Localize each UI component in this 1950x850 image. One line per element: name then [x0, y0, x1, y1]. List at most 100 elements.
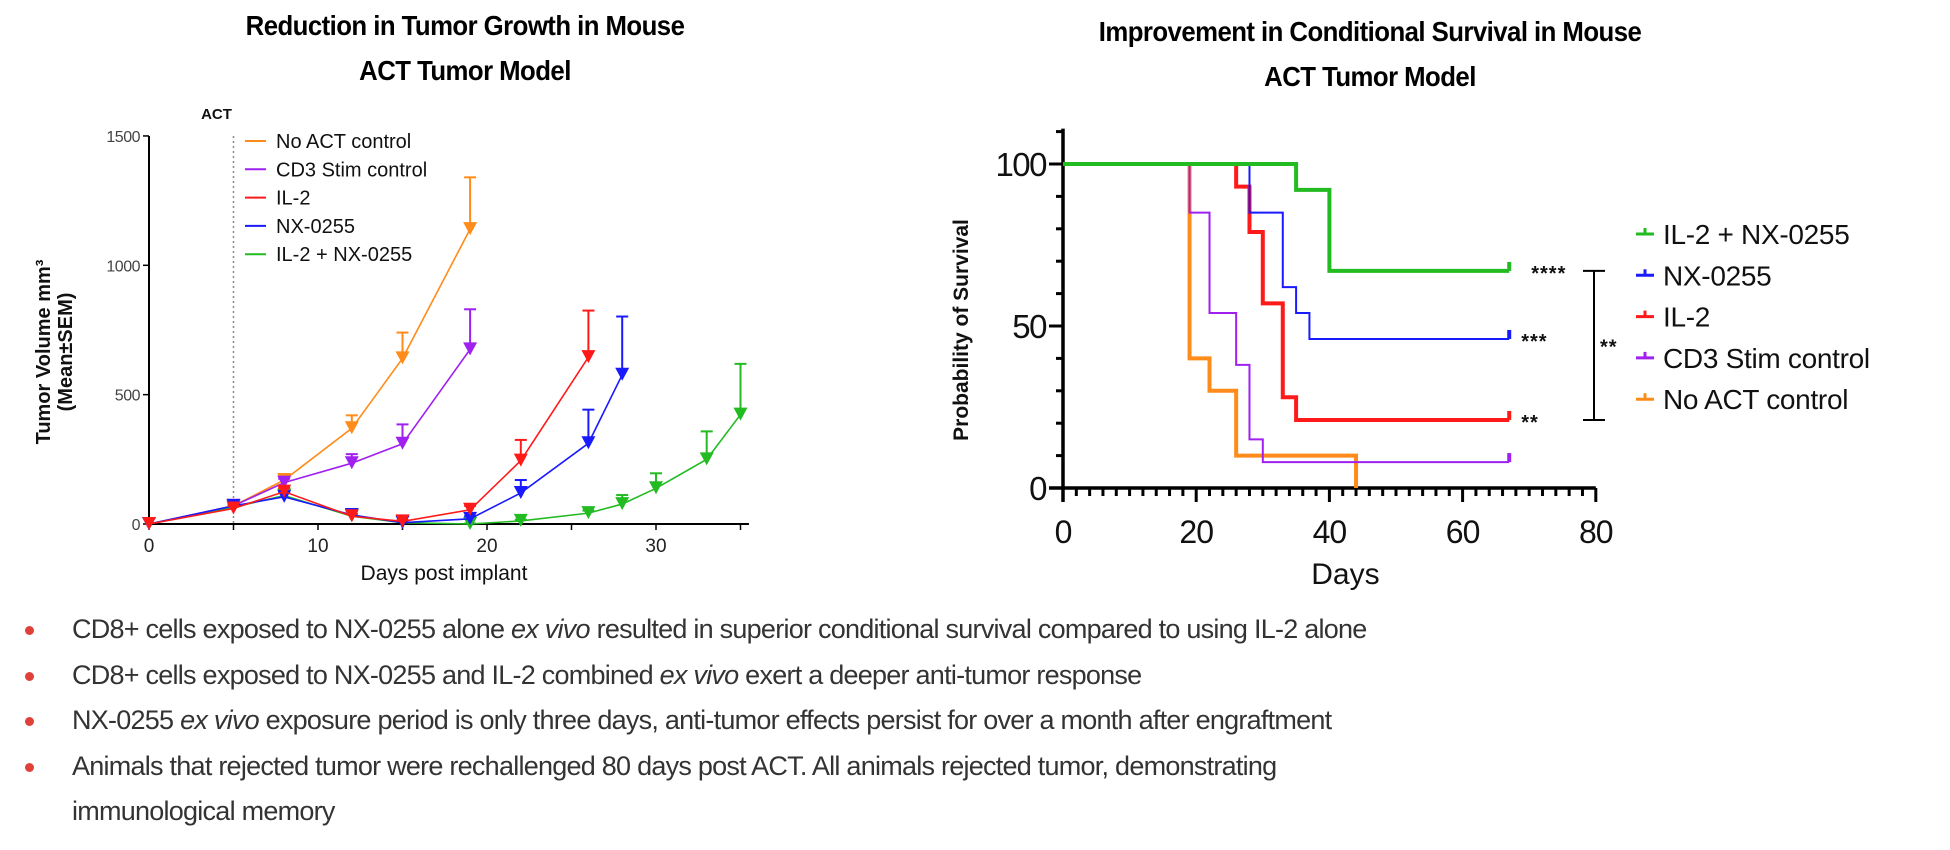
y-axis-label: Probability of Survival [950, 219, 973, 441]
data-point-marker [395, 514, 410, 528]
step-line [1063, 163, 1510, 340]
survival-curve-no-act-control [1063, 162, 1359, 488]
x-tick-label: 0 [144, 536, 155, 557]
legend-label: CD3 Stim control [276, 159, 427, 181]
significance-bracket: ** [1583, 269, 1618, 421]
data-point-marker [277, 484, 292, 498]
legend-label: IL-2 [276, 188, 310, 210]
survival-curve-il-2-nx-0255: **** [1063, 162, 1566, 285]
bullet-text: CD8+ cells exposed to NX-0255 and IL-2 c… [72, 659, 660, 690]
title-line-1: Reduction in Tumor Growth in Mouse [245, 10, 685, 41]
bullet-text: immunological memory [72, 796, 335, 826]
bullet-item: CD8+ cells exposed to NX-0255 alone ex v… [0, 607, 1950, 653]
bullet-text: exposure period is only three days, anti… [258, 705, 1333, 735]
legend-item-il-2: IL-2 [245, 188, 310, 210]
legend-label: IL-2 + NX-0255 [276, 244, 412, 266]
x-tick-label: 20 [1179, 514, 1213, 550]
bullet-text: exert a deeper anti-tumor response [738, 659, 1142, 690]
y-tick-label: 1500 [106, 129, 140, 146]
y-axis-label-group: Probability of Survival [950, 219, 973, 441]
data-point-marker [395, 436, 410, 450]
legend-label: NX-0255 [1663, 260, 1771, 291]
data-point-marker [226, 501, 241, 515]
y-axis-label-line-2: (Mean±SEM) [55, 293, 77, 412]
legend-label: No ACT control [1663, 384, 1848, 415]
x-axis-label: Days post implant [361, 562, 528, 585]
data-point-marker [344, 421, 359, 435]
data-point-marker [649, 481, 663, 495]
italic-text: ex vivo [659, 659, 740, 690]
step-line [1063, 162, 1510, 273]
data-point-marker [513, 485, 528, 499]
x-axis-label: Days [1311, 558, 1379, 591]
findings-bullet-list: CD8+ cells exposed to NX-0255 alone ex v… [0, 607, 1950, 835]
legend-label: IL-2 + NX-0255 [1663, 219, 1849, 250]
data-point-marker [142, 517, 156, 530]
bullet-dot-icon [25, 671, 34, 681]
legend-item-no-act-control: No ACT control [1636, 384, 1848, 415]
data-point-marker [463, 502, 478, 516]
data-point-marker [463, 222, 478, 236]
data-point-marker [344, 456, 359, 470]
x-tick-label: 0 [1055, 514, 1072, 550]
legend-label: No ACT control [276, 131, 411, 153]
series-line [148, 414, 742, 525]
y-axis-label: Tumor Volume mm³ (Mean±SEM) [33, 259, 77, 444]
y-tick-label: 0 [1029, 470, 1047, 507]
x-tick-label: 10 [307, 536, 328, 557]
act-annotation-label: ACT [201, 106, 232, 123]
legend-item-il-2-nx-0255: IL-2 + NX-0255 [1636, 219, 1850, 250]
tumor-growth-chart: 0 500 1000 1500 0 10 20 30 Days post implant Tumo… [33, 106, 749, 585]
legend-item-il-2-nx-0255: IL-2 + NX-0255 [245, 244, 412, 266]
survival-curve-nx-0255: *** [1063, 163, 1547, 353]
y-tick-label: 0 [132, 517, 141, 534]
x-tick-label: 60 [1446, 514, 1480, 550]
data-point-marker [733, 407, 748, 421]
data-point-marker [277, 475, 292, 489]
survival-chart: 0 50 100 0 20 40 60 80 Days Probability of Surviv… [950, 128, 1870, 591]
survival-curve-cd3-stim-control [1063, 163, 1512, 464]
data-point-marker [344, 509, 359, 523]
legend-item-nx-0255: NX-0255 [245, 216, 355, 238]
legend-item-cd3-stim-control: CD3 Stim control [245, 159, 427, 181]
data-point-marker [581, 506, 596, 520]
series-line [148, 356, 590, 525]
x-tick-label: 40 [1313, 514, 1347, 550]
survival-chart-title: Improvement in Conditional Survival in M… [993, 9, 1747, 99]
title-line-2: ACT Tumor Model [1264, 61, 1476, 92]
bullet-continuation: immunological memory [0, 789, 1950, 835]
y-tick-label: 500 [115, 388, 141, 405]
bullet-text: Animals that rejected tumor were rechall… [72, 750, 1277, 781]
legend-item-no-act-control: No ACT control [245, 131, 411, 153]
italic-text: ex vivo [180, 705, 260, 735]
legend-label: NX-0255 [276, 216, 355, 238]
data-point-marker [513, 453, 528, 467]
significance-stars: *** [1521, 331, 1547, 353]
x-tick-label: 30 [645, 536, 666, 557]
y-tick-label: 50 [1012, 308, 1047, 345]
tumor-growth-chart-title: Reduction in Tumor Growth in Mouse ACT T… [120, 3, 810, 93]
step-line [1063, 163, 1510, 464]
significance-stars: **** [1531, 263, 1566, 285]
bullet-dot-icon [25, 717, 34, 726]
series-il-2 [142, 309, 596, 530]
italic-text: ex vivo [511, 614, 591, 644]
data-point-marker [615, 497, 630, 511]
data-point-marker [581, 350, 596, 364]
legend-item-il-2: IL-2 [1636, 302, 1710, 333]
bracket-significance-label: ** [1600, 336, 1618, 358]
y-tick-label: 1000 [106, 258, 140, 275]
title-line-1: Improvement in Conditional Survival in M… [1098, 16, 1642, 47]
y-tick-label: 100 [995, 146, 1047, 183]
legend-item-cd3-stim-control: CD3 Stim control [1636, 343, 1870, 374]
data-point-marker [615, 367, 630, 381]
data-point-marker [513, 513, 528, 527]
bullet-text: resulted in superior conditional surviva… [589, 614, 1368, 644]
bullet-dot-icon [25, 626, 34, 635]
data-point-marker [699, 452, 714, 466]
y-axis-label-line-1: Tumor Volume mm³ [33, 259, 55, 444]
bullet-item: NX-0255 ex vivo exposure period is only … [0, 698, 1950, 744]
survival-curve-il-2: ** [1063, 162, 1538, 434]
data-point-marker [581, 436, 596, 450]
title-line-2: ACT Tumor Model [359, 55, 571, 86]
